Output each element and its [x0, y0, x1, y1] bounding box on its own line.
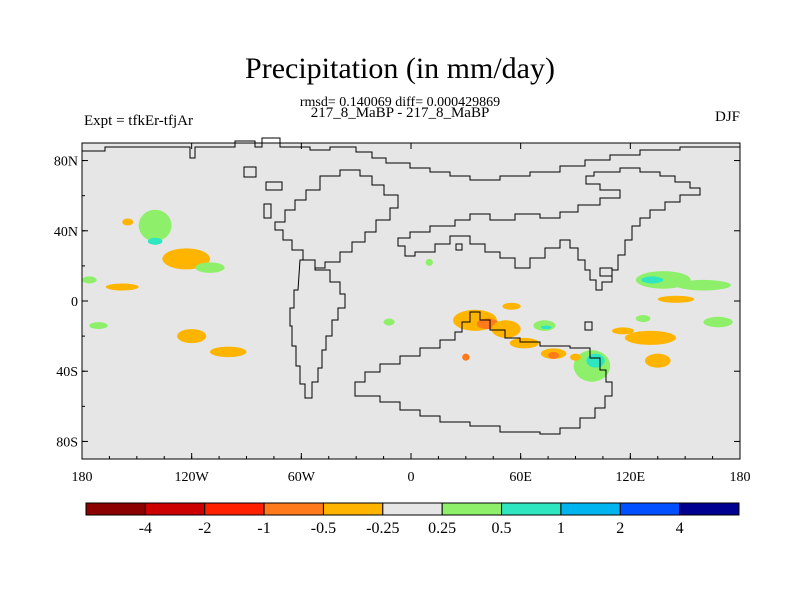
x-tick-label: 60W	[288, 470, 316, 485]
anomaly-region-33	[635, 315, 651, 323]
colorbar-label: -0.5	[311, 520, 336, 537]
arctic-island	[243, 166, 257, 178]
anomaly-region-21	[644, 353, 671, 368]
anomaly-region-31	[425, 258, 433, 266]
colorbar-swatch	[619, 502, 681, 516]
y-tick-label: 40S	[56, 365, 78, 380]
season-label: DJF	[714, 109, 740, 125]
anomaly-region-22	[612, 327, 634, 335]
rmsd-diff-stats: rmsd= 0.140069 diff= 0.000429869	[299, 95, 501, 110]
anomaly-region-12	[491, 320, 521, 338]
anomaly-region-1	[147, 237, 163, 245]
colorbar-label: 2	[616, 520, 624, 537]
colorbar: -4 -2 -1 -0.5 -0.25 0.25 0.5 1 2 4	[85, 502, 740, 537]
colorbar-swatch	[263, 502, 324, 516]
anomaly-region-28	[502, 302, 521, 310]
arctic-island	[263, 203, 272, 219]
colorbar-swatch	[560, 502, 621, 516]
anomaly-region-9	[82, 276, 97, 284]
arctic-coast	[82, 137, 740, 181]
colorbar-swatch	[204, 502, 265, 516]
coastline-outline	[82, 137, 740, 435]
anomaly-region-17	[540, 325, 552, 330]
anomaly-region-7	[209, 346, 247, 358]
south-america-outline	[289, 259, 346, 399]
map-background	[82, 143, 740, 459]
colorbar-swatch	[382, 502, 443, 516]
x-tick-label: 120E	[616, 470, 646, 485]
anomaly-region-25	[676, 279, 731, 291]
x-tick-label: 180	[730, 470, 751, 485]
colorbar-label: -2	[198, 520, 211, 537]
x-tick-label: 0	[408, 470, 415, 485]
anomaly-region-6	[177, 329, 207, 344]
maritime-island	[455, 243, 463, 251]
colorbar-swatch	[679, 502, 740, 516]
anomaly-region-30	[383, 318, 395, 326]
colorbar-label: 0.5	[492, 520, 512, 537]
colorbar-swatch	[322, 502, 384, 516]
colorbar-label: 0.25	[428, 520, 456, 537]
colorbar-swatch	[441, 502, 503, 516]
x-tick-label: 120W	[175, 470, 210, 485]
anomaly-region-29	[462, 353, 470, 361]
colorbar-swatch	[144, 502, 206, 516]
colorbar-label: 1	[557, 520, 565, 537]
y-axis: 80N 40N 0 40S 80S	[54, 155, 740, 450]
x-axis: 180 120W 60W 0 60E 120E 180	[72, 143, 751, 485]
colorbar-label: -4	[139, 520, 152, 537]
anomaly-region-15	[548, 351, 560, 359]
colorbar-label: -0.25	[366, 520, 399, 537]
anomaly-region-20	[624, 330, 677, 345]
anomaly-region-19	[586, 353, 605, 368]
colorbar-swatch	[85, 502, 146, 516]
anomaly-region-27	[703, 316, 733, 328]
anomaly-region-8	[89, 322, 108, 330]
colorbar-label: -1	[257, 520, 270, 537]
x-tick-label: 180	[72, 470, 93, 485]
anomaly-region-32	[570, 353, 581, 361]
arctic-island	[265, 181, 283, 191]
colorbar-label: 4	[676, 520, 684, 537]
anomaly-region-26	[657, 295, 695, 303]
colorbar-swatch	[501, 502, 562, 516]
anomaly-regions	[82, 209, 733, 382]
antarctica-outline	[354, 311, 613, 435]
x-tick-label: 60E	[509, 470, 532, 485]
chart-title: Precipitation (in mm/day)	[245, 52, 555, 85]
chart-subtitle: 217_8_MaBP - 217_8_MaBP	[310, 105, 490, 121]
anomaly-region-13	[509, 337, 539, 349]
maritime-island	[584, 321, 593, 331]
y-tick-label: 80S	[56, 435, 78, 450]
anomaly-region-0	[138, 209, 172, 242]
anomaly-region-2	[162, 248, 210, 270]
anomaly-region-3	[195, 262, 225, 273]
y-tick-label: 0	[71, 295, 78, 310]
anomaly-region-24	[641, 276, 664, 284]
eurasia-outline	[397, 167, 701, 291]
y-tick-label: 40N	[54, 225, 78, 240]
y-tick-label: 80N	[54, 155, 78, 170]
maritime-island	[599, 267, 613, 277]
experiment-label: Expt = tfkEr-tfjAr	[84, 113, 193, 129]
anomaly-region-5	[105, 283, 139, 291]
anomaly-region-4	[122, 218, 134, 226]
anomaly-region-16	[533, 320, 556, 331]
north-america-outline	[274, 169, 399, 269]
